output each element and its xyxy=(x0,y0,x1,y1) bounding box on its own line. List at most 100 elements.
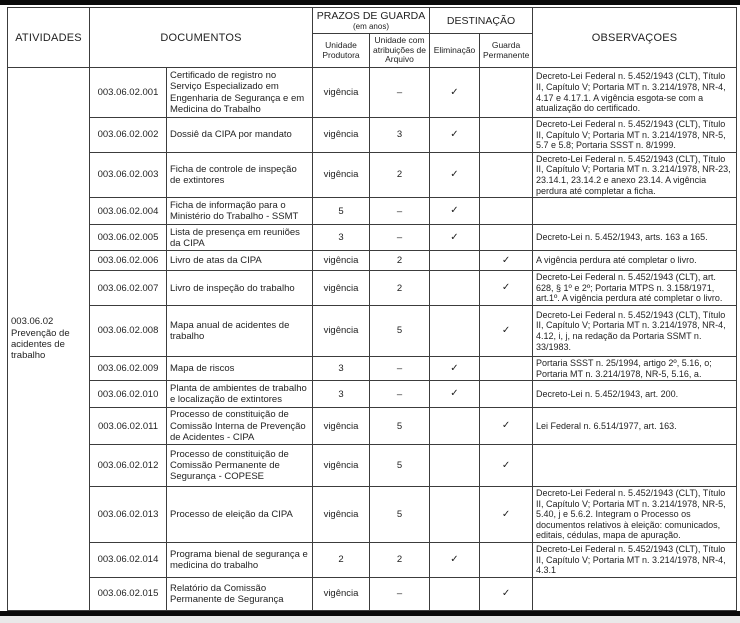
cell-observacoes xyxy=(532,443,738,487)
cell-observacoes: A vigência perdura até completar o livro… xyxy=(532,250,738,272)
cell-observacoes: Decreto-Lei n. 5.452/1943, art. 200. xyxy=(532,380,738,409)
cell-guarda-permanente: ✓ xyxy=(478,250,534,272)
cell-unidade-arquivo: – xyxy=(369,380,430,409)
cell-observacoes: Decreto-Lei Federal n. 5.452/1943 (CLT),… xyxy=(532,485,738,543)
cell-code: 003.06.02.003 xyxy=(89,151,167,199)
cell-document: Processo de eleição da CIPA xyxy=(166,485,313,543)
activity-cell: 003.06.02 Prevenção de acidentes de trab… xyxy=(7,67,90,611)
cell-guarda-permanente xyxy=(478,67,534,118)
cell-guarda-permanente: ✓ xyxy=(478,443,534,487)
cell-document: Relatório da Comissão Permanente de Segu… xyxy=(166,576,313,611)
table-row: 003.06.02.014 Programa bienal de seguran… xyxy=(8,541,738,578)
cell-document: Ficha de controle de inspeção de extinto… xyxy=(166,151,313,199)
cell-unidade-arquivo: – xyxy=(369,67,430,118)
cell-eliminacao: ✓ xyxy=(429,380,480,409)
cell-document: Lista de presença em reuniões da CIPA xyxy=(166,224,313,252)
cell-eliminacao: ✓ xyxy=(429,67,480,118)
cell-document: Ficha de informação para o Ministério do… xyxy=(166,197,313,226)
cell-observacoes: Decreto-Lei Federal n. 5.452/1943 (CLT),… xyxy=(532,270,738,307)
cell-document: Livro de atas da CIPA xyxy=(166,250,313,272)
cell-observacoes: Decreto-Lei Federal n. 5.452/1943 (CLT),… xyxy=(532,117,738,153)
cell-unidade-produtora: vigência xyxy=(312,250,370,272)
cell-observacoes: Decreto-Lei Federal n. 5.452/1943 (CLT),… xyxy=(532,151,738,199)
header-prazos-de-guarda: PRAZOS DE GUARDA (em anos) xyxy=(312,7,430,34)
cell-guarda-permanente xyxy=(478,380,534,409)
table-row: 003.06.02.004 Ficha de informação para o… xyxy=(8,197,738,226)
table-row: 003.06.02.013 Processo de eleição da CIP… xyxy=(8,485,738,543)
cell-observacoes: Decreto-Lei n. 5.452/1943, arts. 163 a 1… xyxy=(532,224,738,252)
cell-code: 003.06.02.006 xyxy=(89,250,167,272)
cell-guarda-permanente xyxy=(478,541,534,578)
cell-eliminacao: ✓ xyxy=(429,224,480,252)
cell-code: 003.06.02.013 xyxy=(89,485,167,543)
cell-unidade-produtora: vigência xyxy=(312,576,370,611)
table-row: 003.06.02.006 Livro de atas da CIPA vigê… xyxy=(8,250,738,272)
cell-document: Mapa anual de acidentes de trabalho xyxy=(166,305,313,358)
header-prazos-note: (em anos) xyxy=(352,22,389,31)
cell-unidade-produtora: 5 xyxy=(312,197,370,226)
cell-unidade-arquivo: 5 xyxy=(369,407,430,445)
cell-code: 003.06.02.001 xyxy=(89,67,167,118)
header-prazos-label: PRAZOS DE GUARDA xyxy=(316,10,426,22)
cell-eliminacao xyxy=(429,485,480,543)
cell-document: Programa bienal de segurança e medicina … xyxy=(166,541,313,578)
cell-eliminacao: ✓ xyxy=(429,197,480,226)
cell-code: 003.06.02.004 xyxy=(89,197,167,226)
cell-unidade-produtora: 3 xyxy=(312,356,370,382)
cell-unidade-arquivo: 5 xyxy=(369,443,430,487)
cell-guarda-permanente: ✓ xyxy=(478,485,534,543)
table-row: 003.06.02.010 Planta de ambientes de tra… xyxy=(8,380,738,409)
cell-unidade-produtora: 3 xyxy=(312,380,370,409)
activity-label: Prevenção de acidentes de trabalho xyxy=(11,327,70,362)
cell-guarda-permanente: ✓ xyxy=(478,270,534,307)
cell-unidade-produtora: vigência xyxy=(312,117,370,153)
cell-code: 003.06.02.009 xyxy=(89,356,167,382)
cell-code: 003.06.02.005 xyxy=(89,224,167,252)
cell-unidade-arquivo: 3 xyxy=(369,117,430,153)
header-documentos: DOCUMENTOS xyxy=(89,7,313,68)
cell-document: Mapa de riscos xyxy=(166,356,313,382)
cell-document: Processo de constituição de Comissão Per… xyxy=(166,443,313,487)
header-row-subcolumns: Unidade Produtora Unidade com atribuiçõe… xyxy=(8,33,737,68)
bottom-strip xyxy=(0,615,740,623)
header-eliminacao: Eliminação xyxy=(429,33,480,68)
table-row: 003.06.02.008 Mapa anual de acidentes de… xyxy=(8,305,738,358)
cell-code: 003.06.02.008 xyxy=(89,305,167,358)
header-destinacao: DESTINAÇÃO xyxy=(428,7,534,34)
cell-unidade-arquivo: 2 xyxy=(369,541,430,578)
cell-guarda-permanente xyxy=(478,197,534,226)
table-row: 003.06.02.003 Ficha de controle de inspe… xyxy=(8,151,738,199)
table-body: 003.06.02 Prevenção de acidentes de trab… xyxy=(7,67,738,611)
cell-unidade-produtora: vigência xyxy=(312,443,370,487)
cell-guarda-permanente: ✓ xyxy=(478,305,534,358)
cell-eliminacao xyxy=(429,407,480,445)
table-row: 003.06.02.009 Mapa de riscos 3 – ✓ Porta… xyxy=(8,356,738,382)
cell-unidade-arquivo: – xyxy=(369,576,430,611)
cell-observacoes: Lei Federal n. 6.514/1977, art. 163. xyxy=(532,407,738,445)
table-row: 003.06.02.005 Lista de presença em reuni… xyxy=(8,224,738,252)
header-atividades: ATIVIDADES xyxy=(7,7,90,68)
header-unidade-arquivo: Unidade com atribuições de Arquivo xyxy=(369,33,430,68)
cell-observacoes: Decreto-Lei Federal n. 5.452/1943 (CLT),… xyxy=(532,67,738,118)
cell-unidade-arquivo: – xyxy=(369,356,430,382)
cell-guarda-permanente xyxy=(478,224,534,252)
cell-unidade-arquivo: 2 xyxy=(369,250,430,272)
table-row: 003.06.02.002 Dossiê da CIPA por mandato… xyxy=(8,117,738,153)
cell-unidade-produtora: vigência xyxy=(312,305,370,358)
top-heavy-rule xyxy=(0,0,740,5)
cell-unidade-arquivo: 5 xyxy=(369,485,430,543)
cell-document: Certificado de registro no Serviço Espec… xyxy=(166,67,313,118)
cell-unidade-produtora: vigência xyxy=(312,407,370,445)
header-row-groups: ATIVIDADES DOCUMENTOS PRAZOS DE GUARDA (… xyxy=(7,7,738,68)
cell-guarda-permanente xyxy=(478,356,534,382)
cell-guarda-permanente xyxy=(478,151,534,199)
cell-eliminacao xyxy=(429,576,480,611)
cell-eliminacao xyxy=(429,250,480,272)
cell-eliminacao xyxy=(429,443,480,487)
table-header: ATIVIDADES DOCUMENTOS PRAZOS DE GUARDA (… xyxy=(7,7,738,68)
cell-code: 003.06.02.014 xyxy=(89,541,167,578)
cell-code: 003.06.02.012 xyxy=(89,443,167,487)
cell-eliminacao: ✓ xyxy=(429,151,480,199)
retention-schedule-table: ATIVIDADES DOCUMENTOS PRAZOS DE GUARDA (… xyxy=(7,7,738,611)
cell-code: 003.06.02.015 xyxy=(89,576,167,611)
